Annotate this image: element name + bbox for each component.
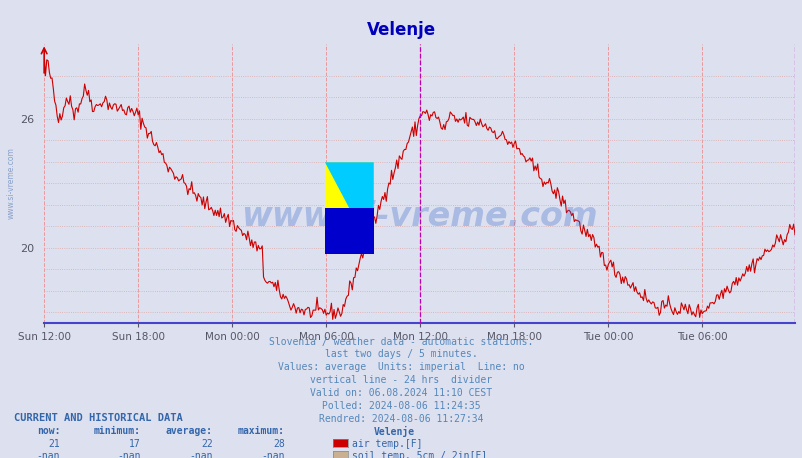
Text: -nan: -nan: [189, 451, 213, 458]
Text: www.si-vreme.com: www.si-vreme.com: [241, 200, 597, 233]
Text: last two days / 5 minutes.: last two days / 5 minutes.: [325, 349, 477, 360]
Text: Slovenia / weather data - automatic stations.: Slovenia / weather data - automatic stat…: [269, 337, 533, 347]
Text: -nan: -nan: [261, 451, 285, 458]
Text: www.si-vreme.com: www.si-vreme.com: [6, 147, 15, 219]
Text: Velenje: Velenje: [367, 21, 435, 38]
Text: minimum:: minimum:: [93, 426, 140, 436]
Text: 22: 22: [200, 439, 213, 449]
Text: Valid on: 06.08.2024 11:10 CEST: Valid on: 06.08.2024 11:10 CEST: [310, 388, 492, 398]
Text: now:: now:: [37, 426, 60, 436]
Text: soil temp. 5cm / 2in[F]: soil temp. 5cm / 2in[F]: [351, 451, 486, 458]
Text: Values: average  Units: imperial  Line: no: Values: average Units: imperial Line: no: [277, 362, 525, 372]
Text: Rendred: 2024-08-06 11:27:34: Rendred: 2024-08-06 11:27:34: [319, 414, 483, 424]
Text: maximum:: maximum:: [237, 426, 285, 436]
Text: average:: average:: [165, 426, 213, 436]
Text: 17: 17: [128, 439, 140, 449]
Text: 21: 21: [48, 439, 60, 449]
Polygon shape: [325, 162, 373, 255]
Text: CURRENT AND HISTORICAL DATA: CURRENT AND HISTORICAL DATA: [14, 413, 183, 423]
Text: 28: 28: [273, 439, 285, 449]
Text: -nan: -nan: [37, 451, 60, 458]
Text: Polled: 2024-08-06 11:24:35: Polled: 2024-08-06 11:24:35: [322, 401, 480, 411]
Text: vertical line - 24 hrs  divider: vertical line - 24 hrs divider: [310, 375, 492, 385]
Polygon shape: [325, 208, 373, 255]
Text: -nan: -nan: [117, 451, 140, 458]
Text: Velenje: Velenje: [373, 426, 414, 437]
Text: air temp.[F]: air temp.[F]: [351, 439, 422, 449]
Polygon shape: [325, 162, 373, 255]
